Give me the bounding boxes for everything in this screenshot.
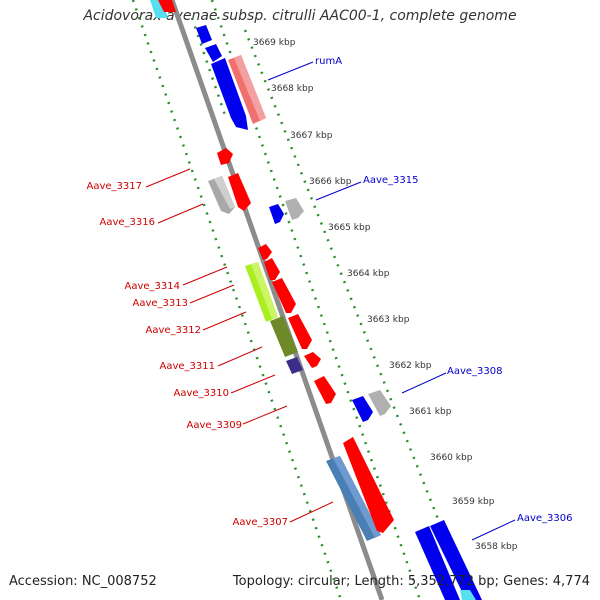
gene-arrow-red-4[interactable]	[264, 258, 280, 280]
gene-aave-3306-blue-2[interactable]	[430, 520, 482, 600]
scale-tick: 3658 kbp	[475, 542, 518, 552]
gene-aave-3306-blue-1[interactable]	[415, 526, 460, 600]
scale-tick: 3668 kbp	[271, 84, 314, 94]
scale-tick: 3665 kbp	[328, 223, 371, 233]
gene-arrow-red-7[interactable]	[304, 352, 321, 368]
gene-label-aave-3310[interactable]: Aave_3310	[174, 388, 230, 399]
gene-label-aave-3315[interactable]: Aave_3315	[363, 175, 419, 186]
gene-arrow-blue-2[interactable]	[205, 44, 222, 62]
scale-tick: 3663 kbp	[367, 315, 410, 325]
accession-label: Accession: NC_008752	[9, 574, 157, 589]
gene-arrow-top-red[interactable]	[158, 0, 176, 12]
gene-aave-3315-blue[interactable]	[269, 204, 284, 224]
gene-label-aave-3313[interactable]: Aave_3313	[133, 298, 189, 309]
gene-arrow-blue-big[interactable]	[211, 58, 248, 130]
gene-arrow-red-2[interactable]	[228, 173, 251, 211]
gene-arrow-red-1[interactable]	[217, 148, 233, 165]
gene-aave-3308-grey[interactable]	[368, 390, 391, 416]
outer-right-track	[243, 29, 472, 600]
genome-stats-label: Topology: circular; Length: 5,352,772 bp…	[232, 574, 590, 589]
gene-label-aave-3308[interactable]: Aave_3308	[447, 366, 503, 377]
gene-aave-3308-blue[interactable]	[352, 396, 373, 422]
gene-label-aave-3307[interactable]: Aave_3307	[233, 517, 289, 528]
gene-aave-3312[interactable]	[270, 316, 298, 357]
gene-label-aave-3306[interactable]: Aave_3306	[517, 513, 573, 524]
gene-arrow-red-5[interactable]	[272, 278, 296, 313]
scale-tick: 3667 kbp	[290, 131, 333, 141]
scale-tick: 3662 kbp	[389, 361, 432, 371]
gene-aave-3315-grey[interactable]	[285, 198, 304, 220]
gene-arrow-red-3[interactable]	[258, 244, 272, 260]
gene-aave-3310[interactable]	[314, 376, 336, 404]
gene-arrow-red-8[interactable]	[343, 437, 394, 533]
gene-label-aave-3309[interactable]: Aave_3309	[187, 420, 243, 431]
scale-tick: 3666 kbp	[309, 177, 352, 187]
scale-tick: 3659 kbp	[452, 497, 495, 507]
gene-label-aave-3311[interactable]: Aave_3311	[160, 361, 216, 372]
gene-label-rumA[interactable]: rumA	[315, 56, 342, 67]
gene-aave-3311[interactable]	[286, 357, 303, 374]
scale-tick: 3660 kbp	[430, 453, 473, 463]
scale-tick: 3661 kbp	[409, 407, 452, 417]
gene-label-aave-3314[interactable]: Aave_3314	[125, 281, 181, 292]
scale-tick: 3669 kbp	[253, 38, 296, 48]
scale-tick: 3664 kbp	[347, 269, 390, 279]
gene-label-aave-3317[interactable]: Aave_3317	[87, 181, 143, 192]
gene-arrow-top-blue[interactable]	[196, 25, 212, 44]
gene-arrow-red-6[interactable]	[288, 314, 312, 349]
gene-label-aave-3312[interactable]: Aave_3312	[146, 325, 202, 336]
gene-label-aave-3316[interactable]: Aave_3316	[100, 217, 156, 228]
